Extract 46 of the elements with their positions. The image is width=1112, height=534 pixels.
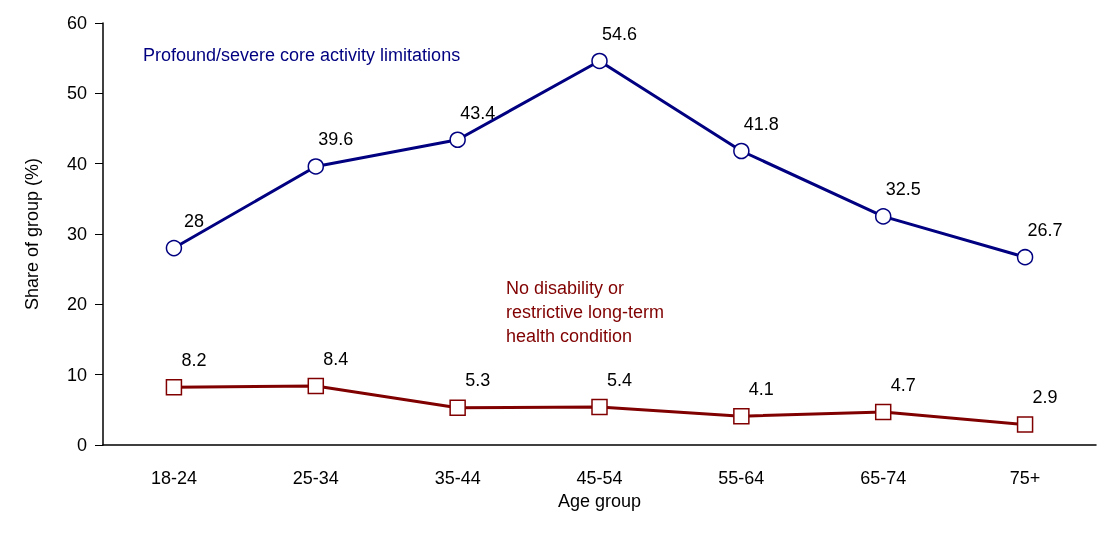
point <box>165 239 183 257</box>
data-label: 5.3 <box>465 370 491 391</box>
data-label: 8.4 <box>323 348 349 369</box>
point <box>591 398 608 416</box>
point <box>1016 248 1034 266</box>
point <box>449 131 466 148</box>
point <box>307 158 325 175</box>
y-tick-label: 0 <box>76 435 87 455</box>
y-tick-label: 50 <box>66 83 87 104</box>
text: Profound/severe core activity limitations <box>143 45 461 65</box>
x-tick-label: 25-34 <box>292 468 339 488</box>
point <box>874 403 892 421</box>
data-label: 32.5 <box>885 179 921 200</box>
x-tick-label: 45-54 <box>576 468 623 488</box>
y-tick-label: 20 <box>66 294 87 315</box>
data-label: 8.2 <box>181 350 207 371</box>
y-tick-label: 60 <box>66 13 87 33</box>
point <box>1016 416 1034 433</box>
y-tick-label: 40 <box>66 153 87 174</box>
point <box>733 142 750 160</box>
data-label: 5.4 <box>606 369 633 390</box>
data-label: 54.6 <box>601 23 638 44</box>
y-tick-label: 10 <box>66 364 87 385</box>
text: No disability or restrictive long-term health condition <box>506 278 670 346</box>
x-axis-title: Age group <box>557 490 642 511</box>
point <box>165 379 183 396</box>
y-tick-label: 30 <box>66 224 87 244</box>
x-tick-label: 18-24 <box>150 468 197 488</box>
data-label: 4.1 <box>748 378 774 399</box>
x-tick-label: 35-44 <box>434 468 481 488</box>
data-label: 4.7 <box>890 374 916 395</box>
data-label: 39.6 <box>318 129 354 150</box>
point <box>733 407 750 425</box>
data-label: 28 <box>183 210 204 231</box>
point <box>449 399 466 416</box>
point <box>307 377 325 395</box>
x-tick-label: 55-64 <box>718 468 765 488</box>
x-tick-label: 75+ <box>1009 468 1041 488</box>
point <box>874 208 892 225</box>
data-label: 2.9 <box>1032 387 1058 408</box>
data-label: 26.7 <box>1027 219 1063 240</box>
y-axis-title: Share of group (%) <box>22 157 42 311</box>
x-tick-label: 65-74 <box>860 468 907 488</box>
point <box>591 52 608 70</box>
data-label: 41.8 <box>743 113 779 134</box>
data-label: 43.4 <box>460 102 496 123</box>
